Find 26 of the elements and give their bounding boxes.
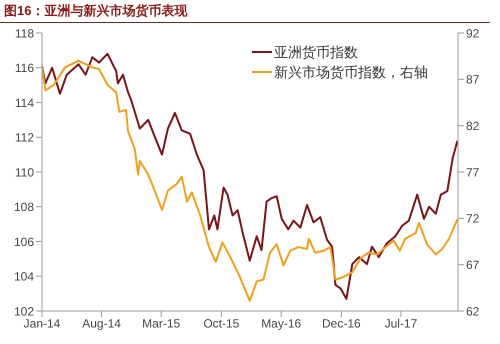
- y-tick-label: 112: [14, 130, 34, 145]
- y-tick-label: 114: [14, 96, 34, 110]
- y-tick-label: 102: [14, 304, 34, 318]
- y-tick-label: 110: [14, 165, 34, 180]
- x-tick-label: Jul-17: [384, 316, 418, 331]
- y2-tick-label: 62: [466, 304, 480, 318]
- y-tick-label: 104: [14, 270, 34, 284]
- y2-tick-label: 92: [466, 26, 480, 40]
- y2-tick-label: 77: [466, 165, 480, 180]
- legend-label: 新兴市场货币指数，右轴: [274, 63, 428, 82]
- y-tick-label: 106: [14, 234, 34, 249]
- x-tick-label: Aug-14: [82, 316, 122, 331]
- y2-tick-label: 87: [466, 72, 480, 87]
- x-tick-label: Oct-15: [203, 316, 240, 331]
- y-tick-label: 116: [14, 61, 34, 76]
- y2-tick-label: 72: [466, 212, 480, 226]
- x-tick-label: Dec-16: [322, 316, 362, 331]
- y2-tick-label: 67: [466, 258, 480, 272]
- x-tick-label: May-16: [261, 316, 302, 331]
- legend-label: 亚洲货币指数: [274, 43, 358, 62]
- y-tick-label: 108: [14, 200, 34, 214]
- y2-tick-label: 82: [466, 118, 480, 133]
- y-tick-label: 118: [14, 26, 34, 40]
- chart-title: 图16：亚洲与新兴市场货币表现: [0, 0, 490, 23]
- x-tick-label: Jan-14: [24, 316, 61, 331]
- x-tick-label: Mar-15: [142, 316, 181, 331]
